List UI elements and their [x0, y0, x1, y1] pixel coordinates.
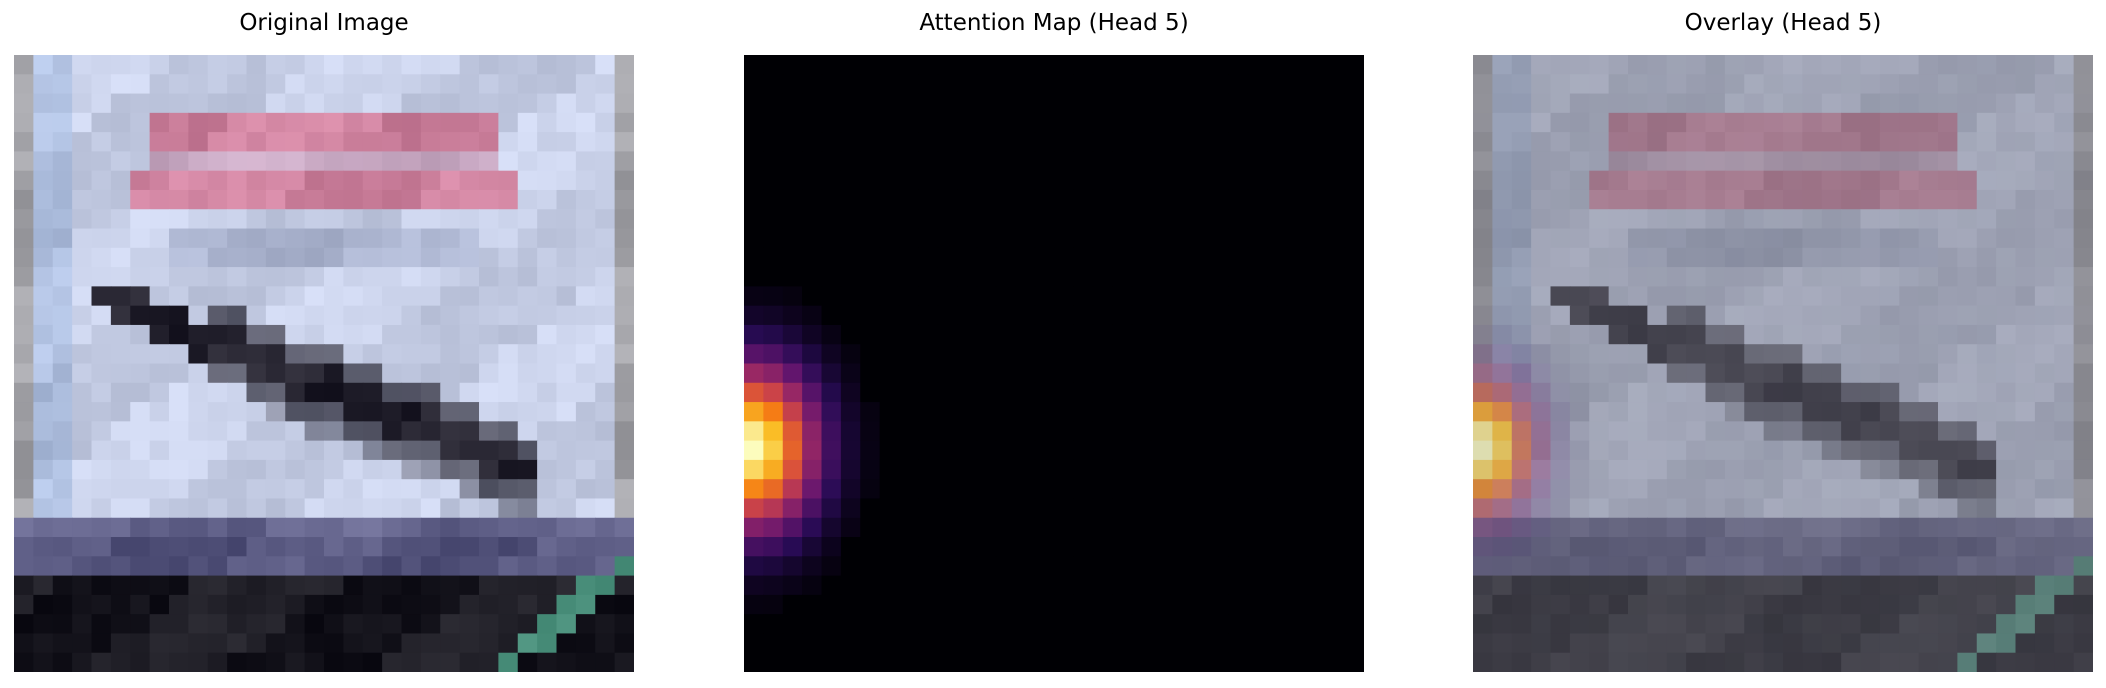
original-image-panel — [14, 55, 634, 672]
overlay-image — [1473, 55, 2093, 672]
panel-title-original: Original Image — [239, 10, 409, 36]
panel-title-attention: Attention Map (Head 5) — [919, 10, 1189, 36]
attention-map — [744, 55, 1364, 672]
overlay-panel — [1473, 55, 2093, 672]
attention-map-panel — [744, 55, 1364, 672]
original-image — [14, 55, 634, 672]
panel-title-overlay: Overlay (Head 5) — [1684, 10, 1882, 36]
